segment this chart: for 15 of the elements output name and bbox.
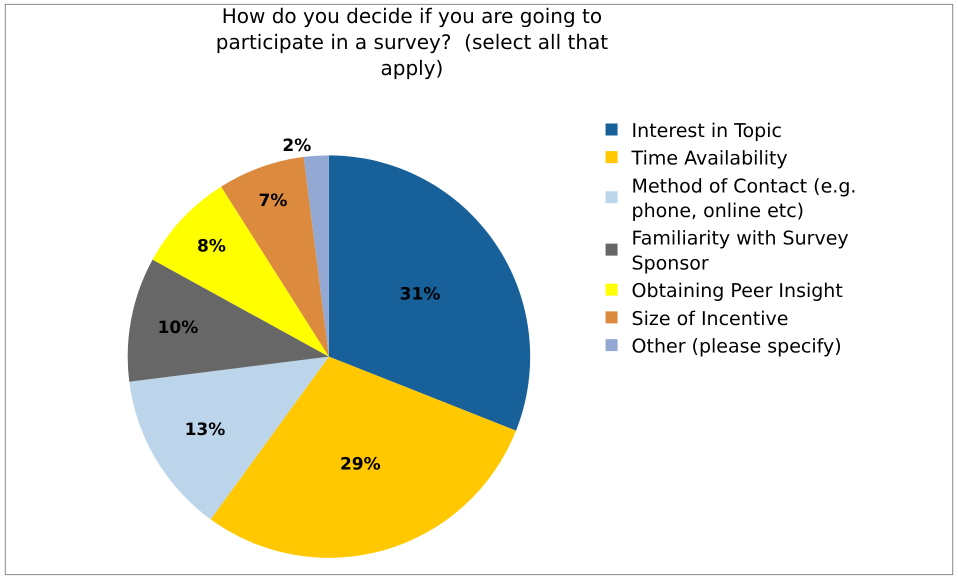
legend-label: Other (please specify) xyxy=(632,335,842,358)
data-label: 29% xyxy=(340,454,381,475)
data-label: 10% xyxy=(158,318,198,338)
data-label: 31% xyxy=(400,284,440,305)
data-label: 2% xyxy=(282,136,312,156)
chart-title: How do you decide if you are going to participate in a survey? (select all that apply) xyxy=(216,4,608,80)
legend-label: Familiarity with Survey Sponsor xyxy=(632,228,849,274)
legend-label: Obtaining Peer Insight xyxy=(632,280,843,302)
legend-label: Method of Contact (e.g. phone, online etc) xyxy=(632,175,856,222)
legend-label: Interest in Topic xyxy=(632,120,782,142)
legend-label: Time Availability xyxy=(630,148,788,170)
data-label: 13% xyxy=(184,420,226,440)
data-label: 8% xyxy=(197,236,226,256)
legend-label: Size of Incentive xyxy=(632,308,788,330)
data-label: 7% xyxy=(258,191,288,212)
